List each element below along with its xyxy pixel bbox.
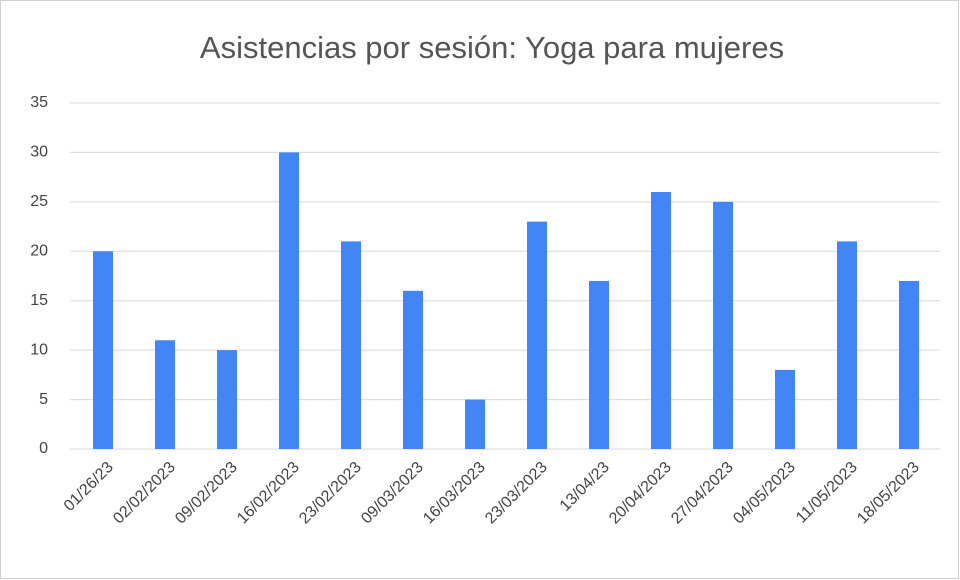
bar [837,241,857,449]
y-tick-label: 30 [30,144,48,161]
bar [899,280,919,449]
bar [341,241,361,449]
bar [775,369,795,449]
y-tick-label: 20 [30,243,48,260]
bar [279,152,299,449]
bar [217,350,237,449]
y-tick-label: 15 [30,292,48,309]
bar [93,251,113,449]
bar [403,290,423,449]
y-tick-label: 5 [39,391,48,408]
y-tick-label: 0 [39,440,48,457]
y-tick-label: 25 [30,193,48,210]
y-tick-label: 35 [30,94,48,111]
bar [527,221,547,449]
bar [465,399,485,449]
bar [155,340,175,449]
bar [589,280,609,449]
bar [651,191,671,449]
chart-title: Asistencias por sesión: Yoga para mujere… [200,30,784,65]
y-tick-label: 10 [30,341,48,358]
bar [713,201,733,449]
